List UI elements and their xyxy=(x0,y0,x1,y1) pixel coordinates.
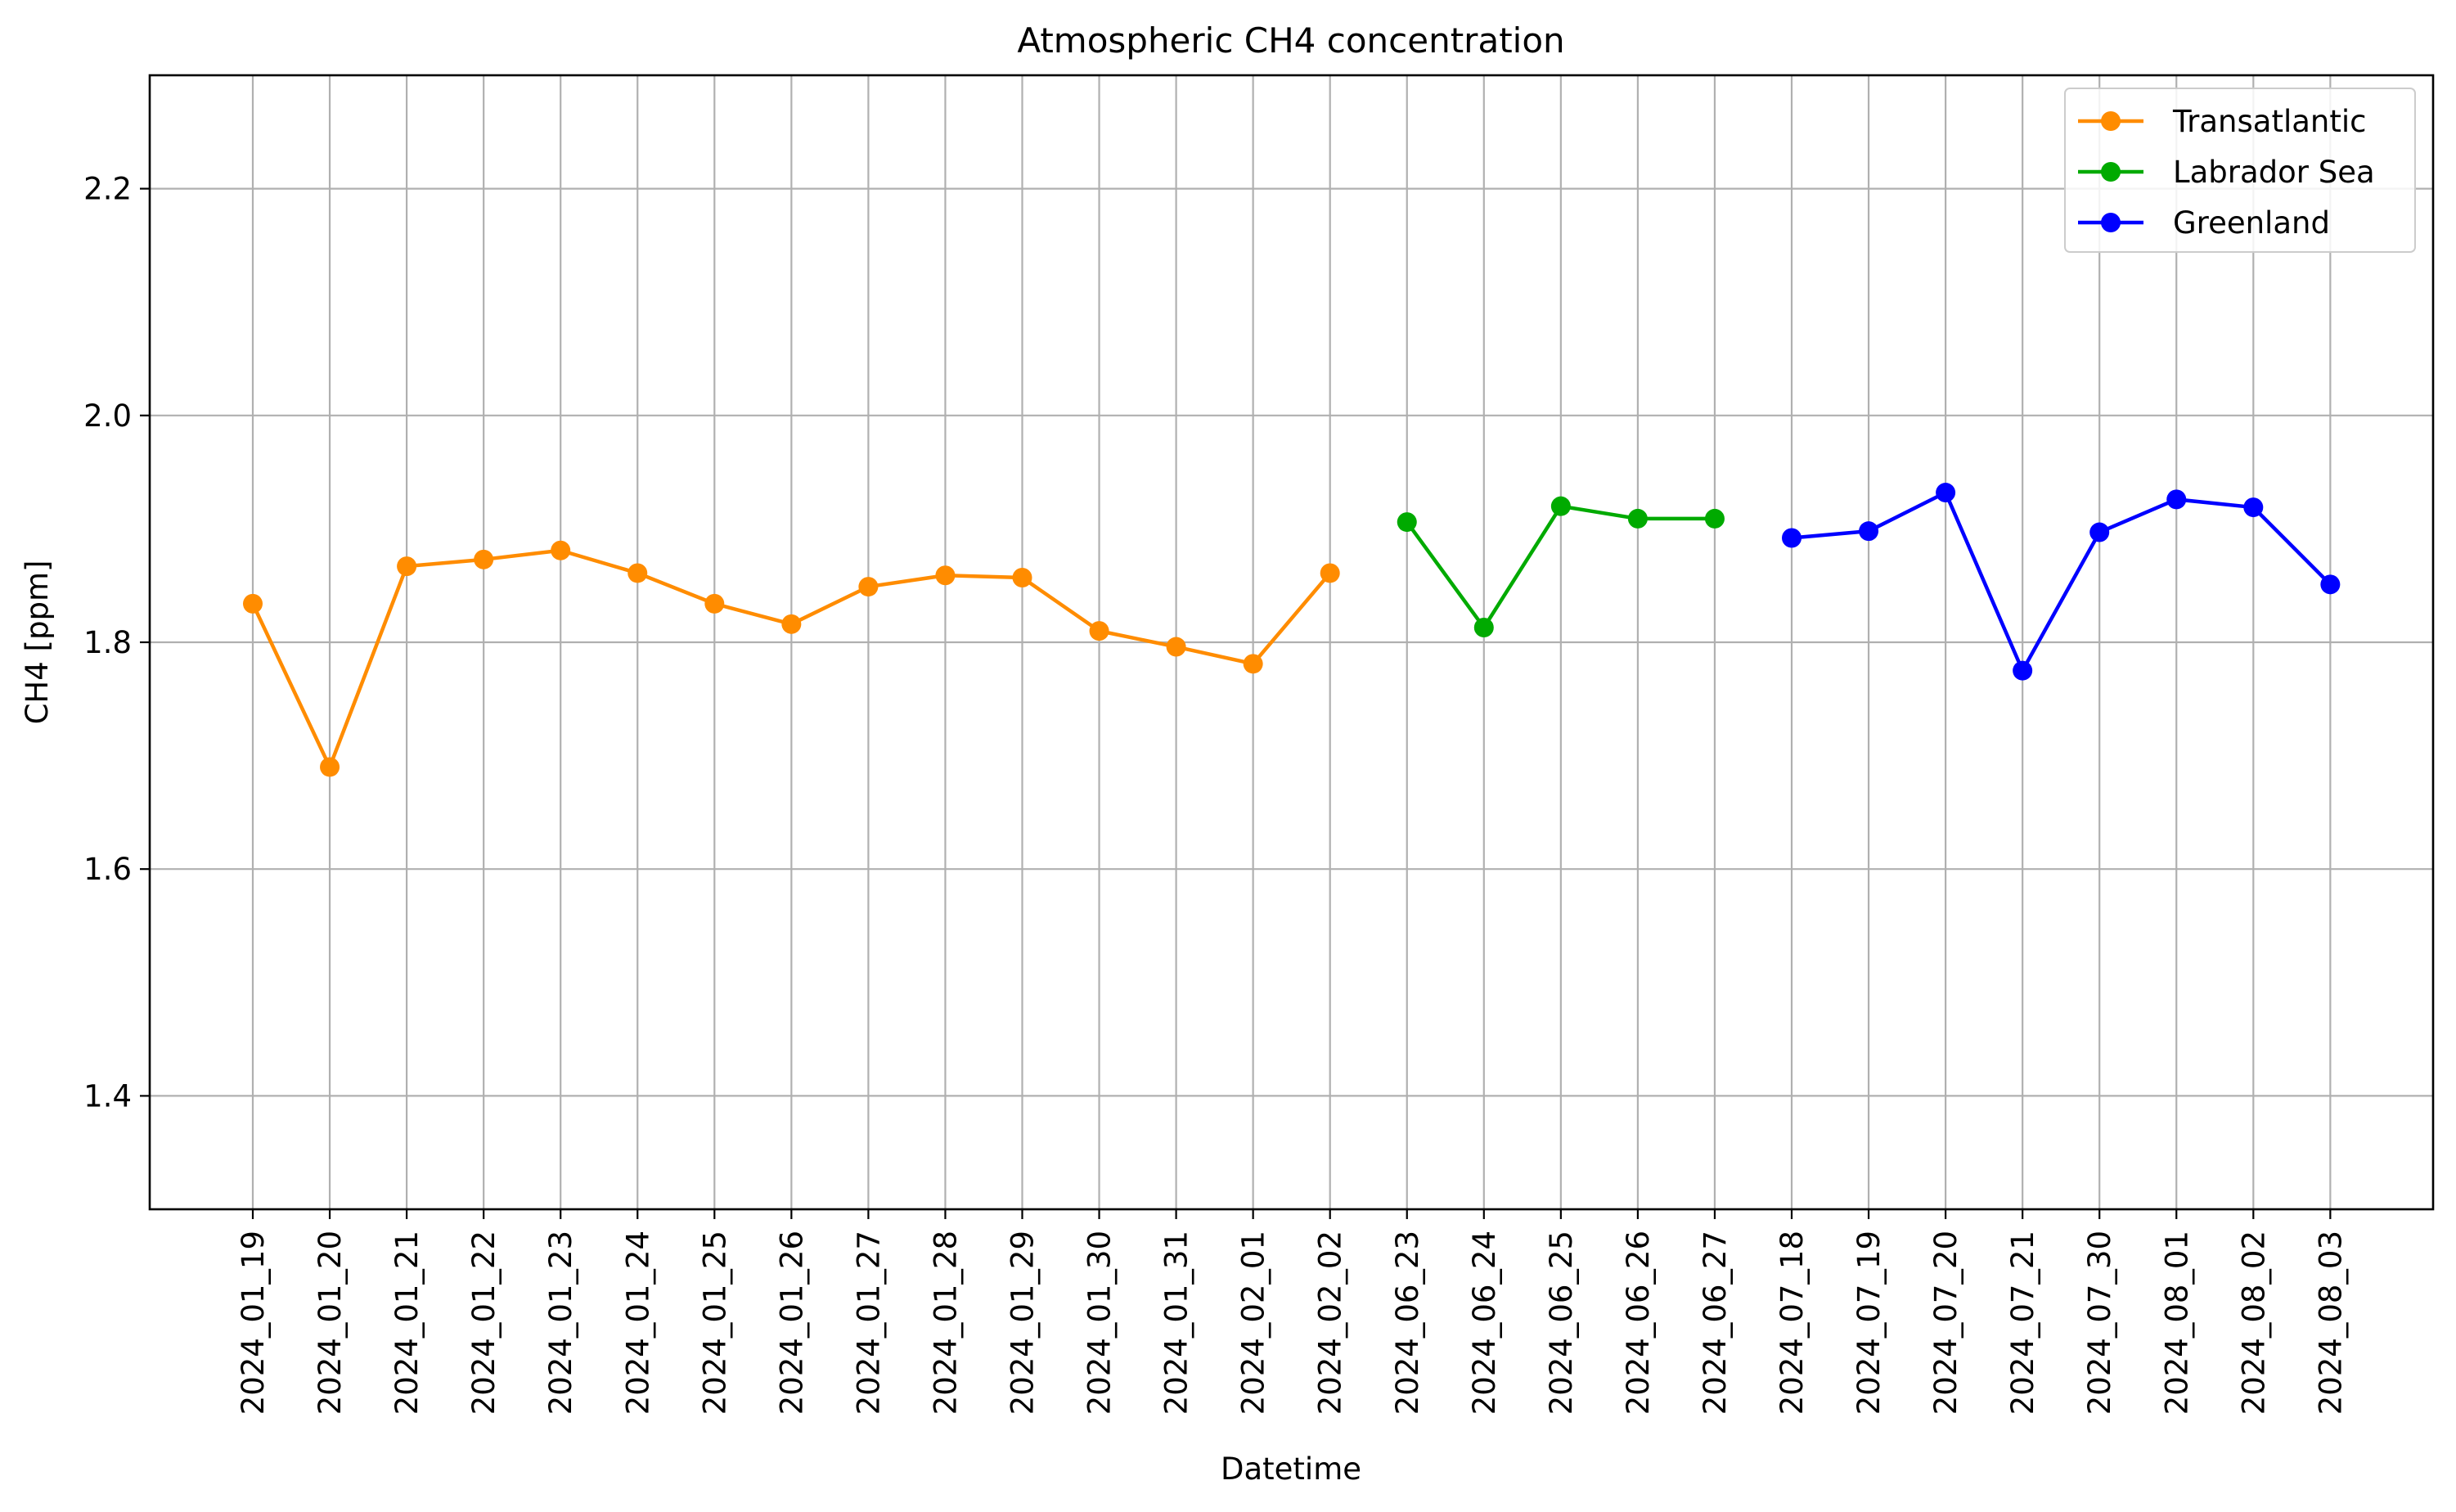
x-tick-label: 2024_08_01 xyxy=(2159,1231,2194,1415)
data-point xyxy=(2089,522,2110,542)
x-tick-label: 2024_01_25 xyxy=(697,1231,732,1415)
data-point xyxy=(2320,574,2341,595)
data-point xyxy=(474,549,494,569)
data-point xyxy=(1704,508,1725,529)
y-tick-label: 2.0 xyxy=(83,398,132,434)
x-tick-label: 2024_06_27 xyxy=(1698,1231,1733,1415)
data-point xyxy=(1089,621,1109,641)
data-point xyxy=(627,563,648,583)
legend-marker xyxy=(2101,162,2121,182)
x-tick-label: 2024_08_02 xyxy=(2236,1231,2271,1415)
legend-box xyxy=(2064,88,2416,253)
x-tick-label: 2024_01_19 xyxy=(236,1231,271,1415)
series-line xyxy=(1791,490,2332,673)
x-tick-label: 2024_06_24 xyxy=(1467,1231,1502,1415)
data-point xyxy=(2243,497,2264,518)
data-point xyxy=(1859,521,1879,542)
x-tick-label: 2024_06_23 xyxy=(1390,1231,1425,1415)
x-tick-label: 2024_01_31 xyxy=(1159,1231,1194,1415)
data-point xyxy=(551,540,571,560)
y-tick-label: 1.8 xyxy=(83,625,132,660)
x-tick-label: 2024_07_21 xyxy=(2005,1231,2040,1415)
x-tick-label: 2024_07_20 xyxy=(1928,1231,1963,1415)
y-tick-label: 1.6 xyxy=(83,852,132,887)
x-tick-label: 2024_01_27 xyxy=(851,1231,886,1415)
x-tick-label: 2024_02_02 xyxy=(1313,1231,1348,1415)
chart-title: Atmospheric CH4 concentration xyxy=(1017,20,1564,61)
data-point xyxy=(1397,512,1417,533)
legend-label: Transatlantic xyxy=(2172,104,2367,139)
y-tick-label: 2.2 xyxy=(83,172,132,207)
data-point xyxy=(781,614,802,634)
x-tick-label: 2024_01_22 xyxy=(466,1231,502,1415)
y-axis-label: CH4 [ppm] xyxy=(20,560,55,725)
x-tick-label: 2024_01_21 xyxy=(389,1231,425,1415)
data-point xyxy=(320,757,340,777)
data-point xyxy=(2013,660,2033,681)
data-point xyxy=(1166,637,1186,657)
x-tick-label: 2024_01_29 xyxy=(1005,1231,1041,1415)
data-point xyxy=(1936,483,1956,503)
legend-marker xyxy=(2101,111,2121,131)
x-tick-label: 2024_01_24 xyxy=(620,1231,655,1415)
x-tick-label: 2024_07_18 xyxy=(1775,1231,1810,1415)
x-tick-label: 2024_07_19 xyxy=(1851,1231,1887,1415)
x-tick-label: 2024_01_28 xyxy=(928,1231,963,1415)
x-tick-label: 2024_01_20 xyxy=(313,1231,348,1415)
x-tick-label: 2024_01_26 xyxy=(774,1231,809,1415)
data-point xyxy=(1473,617,1494,637)
series-lines xyxy=(243,483,2341,777)
data-point xyxy=(397,556,417,577)
x-tick-label: 2024_07_30 xyxy=(2082,1231,2117,1415)
data-point xyxy=(858,577,879,597)
x-tick-label: 2024_01_30 xyxy=(1082,1231,1118,1415)
legend-label: Labrador Sea xyxy=(2173,155,2375,190)
data-point xyxy=(1012,567,1032,587)
data-point xyxy=(1320,563,1340,583)
data-point xyxy=(1782,528,1802,548)
data-point xyxy=(935,565,956,586)
x-axis-label: Datetime xyxy=(1221,1451,1361,1487)
axis-ticks: 2024_01_19 2024_01_20 2024_01_21 2024_01_22… xyxy=(83,172,2348,1415)
grid xyxy=(150,75,2433,1209)
legend-marker xyxy=(2101,213,2121,232)
x-tick-label: 2024_08_03 xyxy=(2313,1231,2348,1415)
legend-label: Greenland xyxy=(2173,205,2330,241)
y-tick-label: 1.4 xyxy=(83,1078,132,1114)
x-tick-label: 2024_06_25 xyxy=(1544,1231,1579,1415)
x-tick-label: 2024_06_26 xyxy=(1621,1231,1656,1415)
data-point xyxy=(1243,654,1263,674)
data-point xyxy=(2166,489,2187,510)
x-tick-label: 2024_01_23 xyxy=(543,1231,578,1415)
legend: Transatlantic Labrador Sea Greenland xyxy=(2064,88,2416,253)
data-point xyxy=(704,593,725,614)
x-tick-label: 2024_02_01 xyxy=(1236,1231,1271,1415)
data-point xyxy=(243,593,263,614)
data-point xyxy=(1627,508,1648,529)
data-point xyxy=(1550,496,1571,516)
